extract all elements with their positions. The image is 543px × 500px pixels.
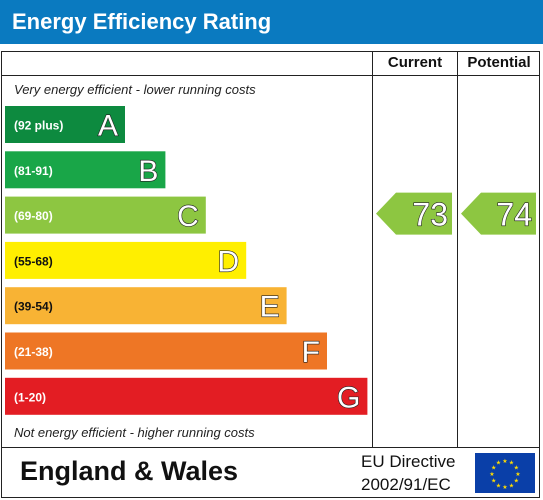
band-f-range-label: (21-38) — [14, 345, 53, 359]
svg-text:★: ★ — [515, 471, 520, 478]
band-g-bar — [5, 377, 368, 415]
band-b-letter: B — [138, 155, 158, 188]
band-e-bar — [5, 287, 287, 325]
footer-divider — [1, 447, 540, 448]
current-rating-value: 73 — [412, 197, 448, 233]
svg-text:★: ★ — [502, 484, 507, 491]
potential-rating-arrow — [461, 192, 536, 235]
svg-text:★: ★ — [502, 458, 507, 465]
footer-region: England & Wales — [20, 456, 239, 486]
column-divider-current — [372, 51, 373, 447]
svg-text:★: ★ — [514, 465, 519, 472]
band-a-bar — [5, 106, 125, 143]
svg-text:★: ★ — [491, 465, 496, 472]
band-a-letter: A — [98, 110, 118, 143]
band-a-range-label: (92 plus) — [14, 119, 63, 133]
svg-text:★: ★ — [496, 460, 501, 467]
potential-column-header: Potential — [467, 54, 531, 71]
band-d-range-label: (55-68) — [14, 254, 53, 268]
title-bar: Energy Efficiency Rating — [0, 0, 543, 44]
column-divider-potential — [457, 51, 458, 447]
rating-frame — [1, 51, 540, 498]
svg-text:★: ★ — [491, 478, 496, 485]
band-c-letter: C — [177, 200, 199, 233]
current-column-header: Current — [387, 54, 443, 71]
svg-text:★: ★ — [489, 471, 494, 478]
current-rating-arrow — [376, 192, 452, 235]
band-c-range-label: (69-80) — [14, 209, 53, 223]
band-f-letter: F — [302, 336, 320, 369]
band-f-bar — [5, 332, 327, 370]
svg-text:★: ★ — [509, 482, 514, 489]
band-g-range-label: (1-20) — [14, 390, 46, 404]
header-divider — [1, 75, 540, 76]
svg-text:★: ★ — [509, 460, 514, 467]
svg-text:★: ★ — [496, 482, 501, 489]
top-note: Very energy efficient - lower running co… — [14, 82, 256, 97]
band-b-range-label: (81-91) — [14, 164, 53, 178]
band-e-letter: E — [260, 291, 280, 324]
band-g-letter: G — [337, 381, 360, 414]
band-c-bar — [5, 196, 206, 234]
eu-flag-icon: ★ ★★ ★★★ ★★★ ★★★ — [475, 453, 535, 493]
band-d-bar — [5, 241, 247, 279]
svg-text:★: ★ — [514, 478, 519, 485]
band-b-bar — [5, 151, 166, 189]
chart-title: Energy Efficiency Rating — [12, 9, 272, 34]
eu-directive-number: 2002/91/EC — [361, 475, 451, 494]
band-d-letter: D — [218, 245, 240, 278]
bottom-note: Not energy efficient - higher running co… — [14, 425, 255, 440]
potential-rating-value: 74 — [496, 197, 532, 233]
eu-directive-label: EU Directive — [361, 452, 456, 471]
band-e-range-label: (39-54) — [14, 300, 53, 314]
